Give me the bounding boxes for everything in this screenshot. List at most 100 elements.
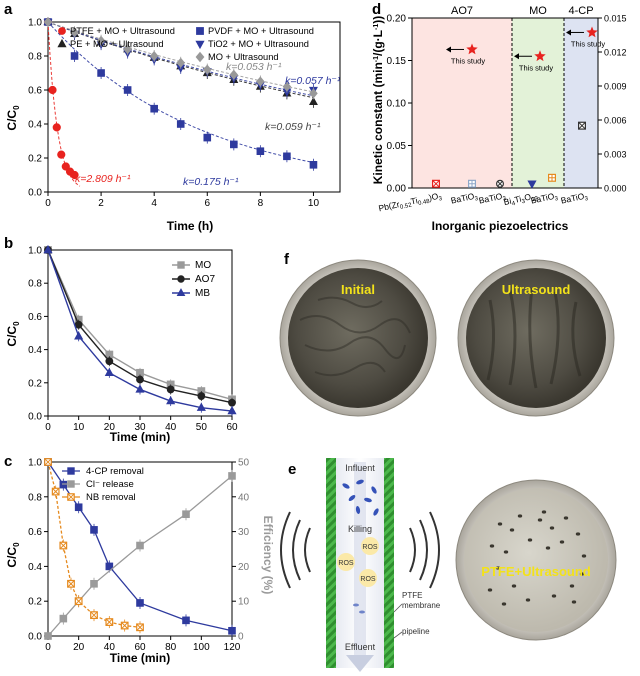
colony-dot <box>489 544 495 548</box>
data-point <box>105 562 114 571</box>
colony-dot <box>545 546 551 550</box>
y-tick-label: 0.05 <box>387 141 407 152</box>
killed-cells <box>353 603 365 614</box>
data-point <box>227 405 237 415</box>
panel-a-xlabel: Time (h) <box>167 219 213 233</box>
colony-dot <box>537 518 543 522</box>
label-ros-2: ROS <box>338 560 354 567</box>
panel-b-plot: 0 10 20 30 40 50 60 0.0 0.2 0.4 0.6 0.8 1.0 MO AO7 MB <box>28 244 238 433</box>
this-study-arrowhead <box>446 46 451 53</box>
series-line <box>47 475 233 637</box>
data-point <box>136 375 144 384</box>
data-point <box>468 179 477 188</box>
panel-c: c 0 20 40 60 80 100 120 0.0 0.2 0.4 0.6 0.8 1.0 0 10 20… <box>4 453 275 665</box>
data-point <box>228 398 236 407</box>
legend-marker <box>67 467 75 475</box>
y2-tick-label: 10 <box>238 597 250 608</box>
data-point <box>90 526 98 534</box>
x-tick-label: 6 <box>204 198 210 209</box>
y2-tick-label: 20 <box>238 562 250 573</box>
data-point <box>44 458 52 466</box>
data-point <box>123 44 132 55</box>
y2-tick-label: 0.003 <box>604 150 627 160</box>
data-point <box>70 27 79 38</box>
y-tick-label: 0.4 <box>28 120 42 131</box>
this-study-star <box>534 50 546 62</box>
this-study-arrowhead <box>514 53 519 60</box>
data-point <box>96 35 106 46</box>
sound-waves-left <box>280 511 311 589</box>
x-tick-label: 10 <box>308 198 320 209</box>
legend-label: NB removal <box>86 492 136 503</box>
data-point <box>182 616 190 625</box>
colony-dot <box>581 554 587 558</box>
colony-dots <box>487 510 587 606</box>
data-point <box>496 179 505 188</box>
colony-dot <box>563 516 569 520</box>
pipeline <box>326 458 394 672</box>
legend-marker <box>177 261 185 269</box>
colony-dot <box>569 584 575 588</box>
x-tick-label: 60 <box>226 422 238 433</box>
panel-f: f Initial Ultrasound <box>279 251 617 641</box>
group-label: MO <box>529 5 547 17</box>
category-label: Bi4Ti3O12 <box>503 190 540 209</box>
legend-label: MB <box>195 288 210 299</box>
panel-letter-a: a <box>4 1 13 18</box>
rate-constant-label: k=2.809 h⁻¹ <box>75 173 131 185</box>
colony-dot <box>517 514 523 518</box>
data-point <box>120 621 129 630</box>
data-point <box>44 632 52 640</box>
y2-tick-label: 0.015 <box>604 14 627 24</box>
legend-label: PE + MO + Ultrasound <box>70 39 164 49</box>
colony-dot <box>501 602 507 606</box>
this-study-label: This study <box>519 63 553 72</box>
label-influent: Influent <box>345 463 375 473</box>
y2-tick-label: 30 <box>238 527 250 538</box>
legend: PTFE + MO + Ultrasound PE + MO + Ultrasou… <box>57 26 314 63</box>
y-tick-label: 0.8 <box>28 52 42 63</box>
legend-label: AO7 <box>195 274 215 285</box>
data-point <box>90 580 98 588</box>
panel-d-plot: AO7 MO 4-CP 0.00 0.05 0.10 0.15 0.20 0.000 0.003 0… <box>378 5 627 215</box>
legend-marker <box>177 275 185 283</box>
y-tick-label: 1.0 <box>28 458 42 469</box>
colony-dot <box>525 598 531 602</box>
data-point <box>90 611 98 620</box>
legend-marker <box>67 480 75 488</box>
x-tick-label: 60 <box>134 642 146 653</box>
y-tick-label: 0.6 <box>28 312 42 323</box>
y2-tick-label: 50 <box>238 458 250 469</box>
data-point <box>228 472 236 480</box>
category-label: Pb(Zr0.52Ti0.48)O3 <box>378 190 444 215</box>
data-point <box>74 331 84 340</box>
y2-tick-label: 0.012 <box>604 48 627 58</box>
colony-dot <box>541 510 547 514</box>
sound-waves-right <box>409 511 440 589</box>
y-tick-label: 0.15 <box>387 56 407 67</box>
colony-dot <box>495 566 501 570</box>
data-point <box>176 120 185 128</box>
x-tick-label: 10 <box>73 422 85 433</box>
legend-marker <box>195 40 205 50</box>
panel-letter-d: d <box>372 1 381 18</box>
data-point <box>59 614 68 623</box>
data-point <box>308 96 318 106</box>
data-point <box>97 69 105 77</box>
label-effluent: Effluent <box>345 642 376 652</box>
y-tick-label: 0.10 <box>387 99 407 110</box>
y-tick-label: 0.4 <box>28 562 42 573</box>
category-label: BaTiO3 <box>560 190 590 208</box>
data-point <box>176 57 186 68</box>
plot-frame <box>47 21 341 193</box>
colony-dot <box>503 550 509 554</box>
data-point <box>196 402 206 411</box>
panel-letter-f: f <box>284 251 290 268</box>
data-point <box>229 69 239 80</box>
data-point <box>149 50 159 62</box>
legend-marker <box>176 288 186 297</box>
colony-dot <box>511 584 517 588</box>
x-tick-label: 40 <box>104 642 116 653</box>
data-point <box>105 357 114 366</box>
label-ros-3: ROS <box>360 576 376 583</box>
